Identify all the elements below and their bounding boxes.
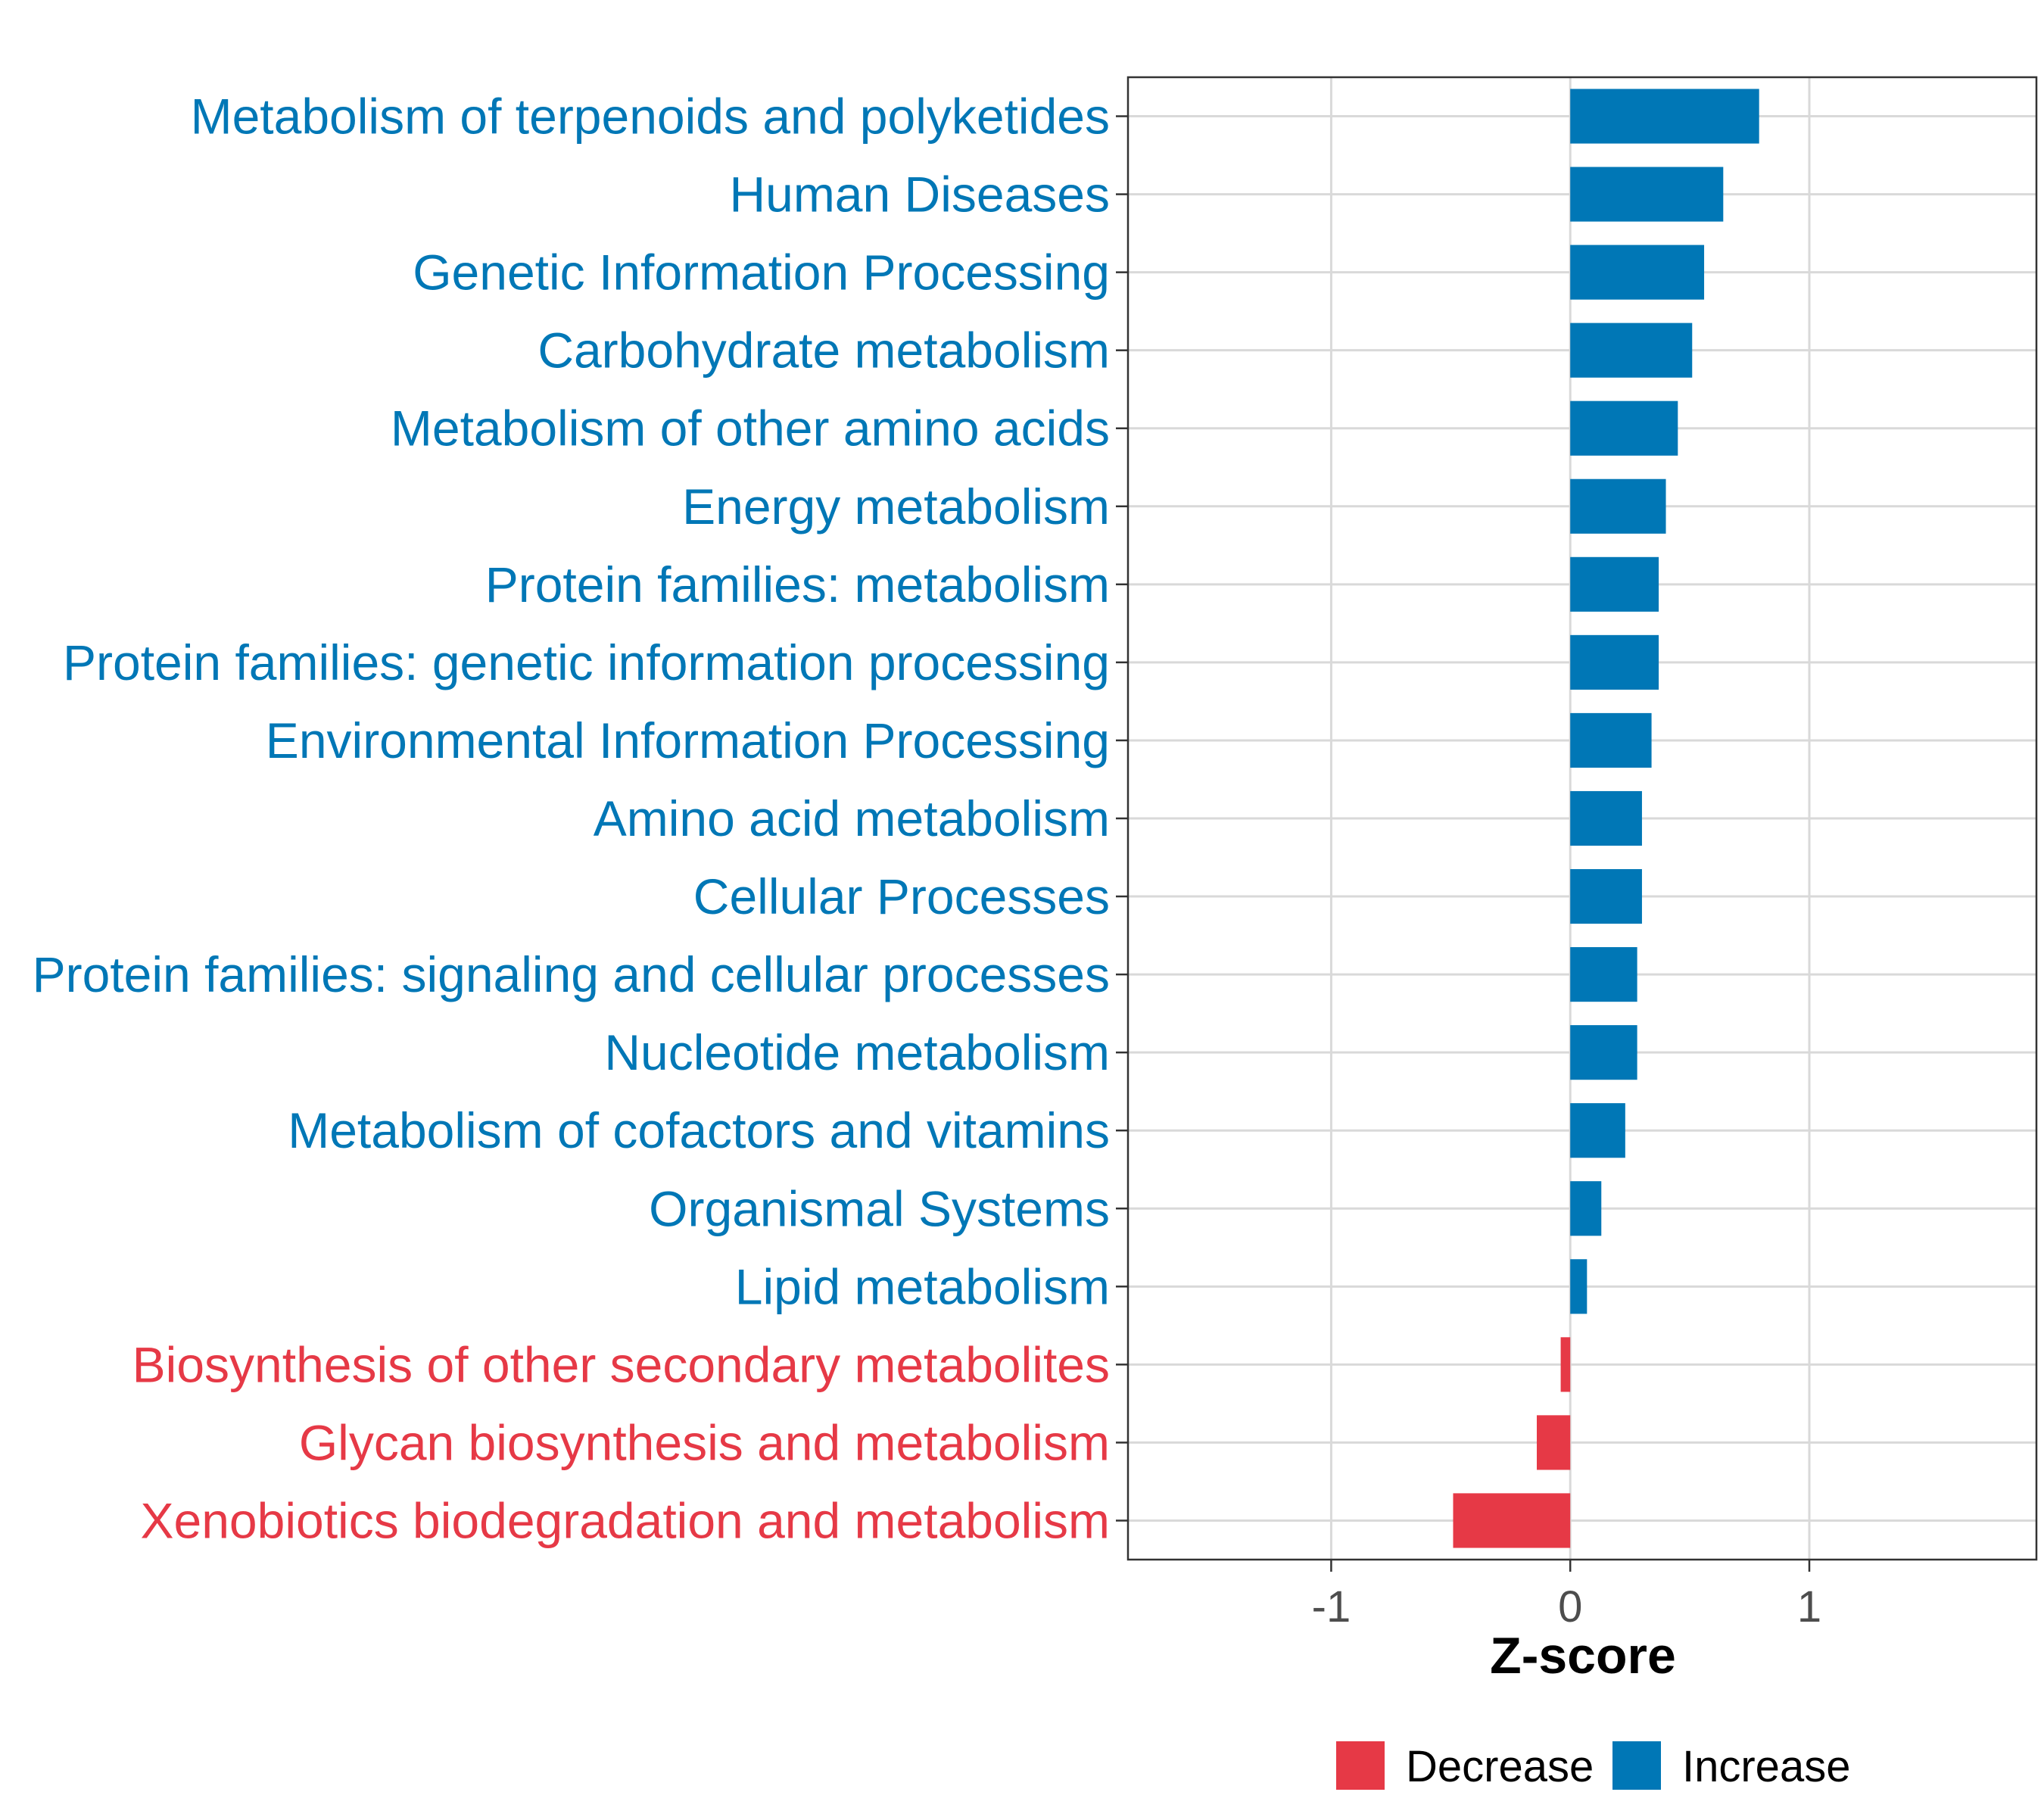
category-label: Organismal Systems bbox=[649, 1180, 1110, 1236]
category-label: Environmental Information Processing bbox=[266, 712, 1110, 768]
bar bbox=[1570, 323, 1693, 378]
bar bbox=[1570, 1025, 1637, 1080]
x-tick-label: -1 bbox=[1312, 1582, 1351, 1632]
category-label: Protein families: signaling and cellular… bbox=[33, 946, 1110, 1002]
bar bbox=[1560, 1337, 1571, 1392]
bar bbox=[1570, 1181, 1602, 1236]
bar bbox=[1453, 1493, 1571, 1548]
bar bbox=[1570, 790, 1642, 846]
y-axis-category-labels: Metabolism of terpenoids and polyketides… bbox=[33, 89, 1110, 1549]
bar bbox=[1570, 89, 1759, 144]
category-label: Metabolism of terpenoids and polyketides bbox=[191, 89, 1110, 145]
x-tick-label: 0 bbox=[1558, 1582, 1582, 1632]
legend: Decrease Increase bbox=[1336, 1741, 1850, 1791]
category-label: Xenobiotics biodegradation and metabolis… bbox=[141, 1492, 1111, 1548]
legend-swatch-increase bbox=[1612, 1741, 1661, 1790]
category-label: Amino acid metabolism bbox=[594, 790, 1110, 846]
category-label: Genetic Information Processing bbox=[413, 245, 1110, 301]
x-axis-tick-labels: -1 0 1 bbox=[1312, 1582, 1822, 1632]
bar bbox=[1570, 712, 1652, 768]
x-axis-title: Z-score bbox=[1490, 1627, 1676, 1685]
category-label: Carbohydrate metabolism bbox=[537, 323, 1110, 379]
category-label: Energy metabolism bbox=[682, 478, 1110, 535]
bar bbox=[1570, 556, 1659, 612]
bar bbox=[1570, 947, 1637, 1002]
bar-series bbox=[1453, 89, 1759, 1548]
x-tick-label: 1 bbox=[1797, 1582, 1821, 1632]
category-label: Metabolism of other amino acids bbox=[391, 400, 1110, 457]
bar bbox=[1570, 1103, 1625, 1158]
y-axis-ticks bbox=[1116, 115, 1128, 1522]
bar bbox=[1570, 634, 1659, 690]
bar bbox=[1570, 1259, 1588, 1314]
bar bbox=[1570, 245, 1705, 300]
bar bbox=[1570, 167, 1724, 222]
legend-swatch-decrease bbox=[1336, 1741, 1385, 1790]
bar bbox=[1537, 1415, 1571, 1470]
category-label: Nucleotide metabolism bbox=[604, 1024, 1110, 1080]
category-label: Metabolism of cofactors and vitamins bbox=[288, 1102, 1110, 1158]
bar bbox=[1570, 868, 1642, 924]
bar bbox=[1570, 400, 1678, 456]
category-label: Glycan biosynthesis and metabolism bbox=[299, 1414, 1110, 1470]
category-label: Biosynthesis of other secondary metaboli… bbox=[132, 1336, 1110, 1392]
category-label: Human Diseases bbox=[729, 167, 1110, 223]
category-label: Lipid metabolism bbox=[735, 1258, 1110, 1314]
bar bbox=[1570, 478, 1666, 534]
category-label: Protein families: metabolism bbox=[485, 556, 1110, 612]
legend-label-decrease: Decrease bbox=[1406, 1742, 1594, 1791]
x-axis-ticks bbox=[1330, 1560, 1811, 1572]
category-label: Protein families: genetic information pr… bbox=[63, 634, 1110, 690]
category-label: Cellular Processes bbox=[693, 868, 1110, 924]
legend-label-increase: Increase bbox=[1682, 1742, 1850, 1791]
